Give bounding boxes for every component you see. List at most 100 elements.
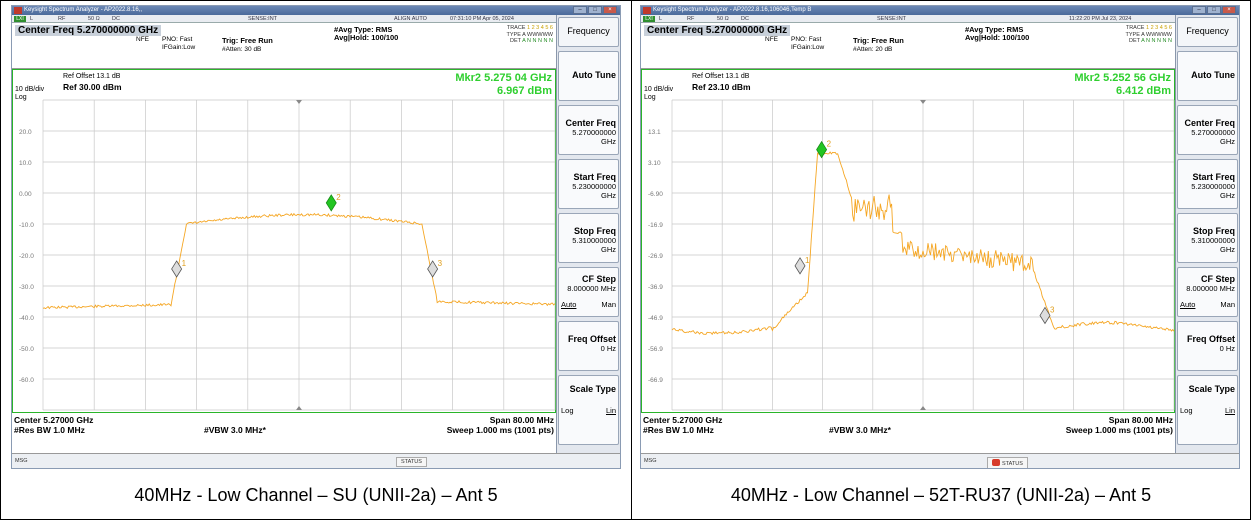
- app-icon: [643, 7, 651, 14]
- stop-freq-key-label: Stop Freq: [574, 226, 616, 236]
- auto-tune-button[interactable]: Auto Tune: [1177, 51, 1238, 101]
- freq-offset-button[interactable]: Freq Offset 0 Hz: [1177, 321, 1238, 371]
- start-freq-key-label: Start Freq: [573, 172, 616, 182]
- freq-offset-key-value: 0 Hz: [600, 344, 616, 353]
- window-buttons: – □ ×: [1192, 6, 1236, 14]
- status-l: L: [659, 16, 663, 22]
- status-button-label: STATUS: [1002, 461, 1023, 467]
- minimize-button[interactable]: –: [573, 6, 587, 14]
- status-dc: DC: [741, 16, 749, 22]
- y-tick-label: -20.0: [19, 253, 34, 260]
- marker-readout: Mkr2 5.252 56 GHz 6.412 dBm: [1074, 72, 1171, 98]
- msg-label: MSG: [15, 458, 28, 464]
- status-align: ALIGN AUTO: [394, 16, 427, 22]
- status-datetime: 11:22:20 PM Jul 23, 2024: [1069, 16, 1132, 22]
- y-tick-label: -46.9: [648, 315, 663, 322]
- app-icon: [14, 7, 22, 14]
- scale-lin[interactable]: Lin: [605, 406, 616, 415]
- status-button[interactable]: STATUS: [396, 457, 427, 467]
- cf-step-key-value: 8.000000 MHz: [1186, 284, 1235, 293]
- center-freq-readout[interactable]: Center Freq 5.270000000 GHz: [644, 25, 791, 36]
- scale-log[interactable]: Log: [1180, 406, 1193, 415]
- cf-step-button[interactable]: CF Step 8.000000 MHz Auto Man: [1177, 267, 1238, 317]
- plot-area[interactable]: 13.1 3.10 -6.90 -16.9 -26.9 -36.9 -46.9 -56.9 -6…: [641, 69, 1175, 413]
- msg-label: MSG: [644, 458, 657, 464]
- center-freq-key-value: 5.270000000 GHz: [1191, 128, 1235, 146]
- plot-area[interactable]: 20.0 10.0 0.00 -10.0 -20.0 -30.0 -40.0 -50.0 -60…: [12, 69, 556, 413]
- lxi-icon: LXI: [643, 16, 655, 22]
- rbw-label: #Res BW 1.0 MHz: [643, 425, 714, 435]
- scale-type-button[interactable]: Scale Type Log Lin: [558, 375, 619, 445]
- marker-1-label: 1: [182, 259, 187, 268]
- status-sense: SENSE:INT: [877, 16, 907, 22]
- type-values: A WWWWW: [522, 31, 553, 38]
- stop-freq-button[interactable]: Stop Freq 5.310000000 GHz: [1177, 213, 1238, 263]
- marker-2-icon: [325, 194, 337, 212]
- minimize-button[interactable]: –: [1192, 6, 1206, 14]
- cf-step-button[interactable]: CF Step 8.000000 MHz Auto Man: [558, 267, 619, 317]
- center-freq-readout[interactable]: Center Freq 5.270000000 GHz: [15, 25, 162, 36]
- marker-1-label: 1: [805, 256, 810, 265]
- ref-offset-label: Ref Offset 13.1 dB: [692, 73, 750, 80]
- maximize-button[interactable]: □: [1207, 6, 1221, 14]
- softkey-title: Frequency: [558, 17, 619, 47]
- trig-label: Trig: Free Run: [853, 36, 904, 45]
- message-bar: MSG STATUS: [641, 453, 1239, 468]
- cf-step-key-label: CF Step: [1200, 274, 1235, 284]
- scale-log[interactable]: Log: [561, 406, 574, 415]
- div-label: 10 dB/div: [644, 86, 674, 93]
- status-datetime: 07:31:10 PM Apr 05, 2024: [450, 16, 514, 22]
- maximize-button[interactable]: □: [588, 6, 602, 14]
- type-values: A WWWWW: [1141, 31, 1172, 38]
- close-button[interactable]: ×: [1222, 6, 1236, 14]
- window-buttons: – □ ×: [573, 6, 617, 14]
- marker-level: 6.412 dBm: [1115, 85, 1171, 97]
- auto-tune-button[interactable]: Auto Tune: [558, 51, 619, 101]
- avg-hold-label: Avg|Hold: 100/100: [965, 33, 1030, 42]
- trace-numbers: 1 2 3 4 5 6: [527, 25, 553, 31]
- rbw-label: #Res BW 1.0 MHz: [14, 425, 85, 435]
- y-tick-label: 10.0: [19, 160, 32, 167]
- spectrum-trace: [42, 212, 556, 310]
- cf-step-man[interactable]: Man: [601, 300, 616, 309]
- close-button[interactable]: ×: [603, 6, 617, 14]
- ifgain-label: IFGain:Low: [162, 44, 196, 51]
- det-label: DET: [1128, 38, 1140, 44]
- cf-step-auto[interactable]: Auto: [561, 300, 577, 309]
- scale-type-key-label: Scale Type: [1188, 384, 1235, 394]
- center-freq-button[interactable]: Center Freq 5.270000000 GHz: [558, 105, 619, 155]
- pno-label: PNO: Fast: [791, 36, 822, 43]
- status-button[interactable]: STATUS: [987, 457, 1028, 468]
- scale-lin[interactable]: Lin: [1224, 406, 1235, 415]
- status-rf: RF: [687, 16, 695, 22]
- freq-offset-button[interactable]: Freq Offset 0 Hz: [558, 321, 619, 371]
- cf-step-man[interactable]: Man: [1220, 300, 1235, 309]
- marker-1-icon: [171, 260, 183, 278]
- det-values: A N N N N N: [522, 38, 553, 44]
- y-tick-label: -26.9: [648, 253, 663, 260]
- spectrum-plot: 13.1 3.10 -6.90 -16.9 -26.9 -36.9 -46.9 -56.9 -6…: [648, 99, 1175, 411]
- stop-freq-button[interactable]: Stop Freq 5.310000000 GHz: [558, 213, 619, 263]
- marker-freq: Mkr2 5.252 56 GHz: [1074, 72, 1171, 84]
- center-freq-key-value: 5.270000000 GHz: [572, 128, 616, 146]
- marker-2-icon: [816, 140, 828, 159]
- cf-step-auto[interactable]: Auto: [1180, 300, 1196, 309]
- freq-offset-key-label: Freq Offset: [1186, 334, 1235, 344]
- center-freq-button[interactable]: Center Freq 5.270000000 GHz: [1177, 105, 1238, 155]
- marker-2-label: 2: [336, 193, 341, 202]
- scale-type-button[interactable]: Scale Type Log Lin: [1177, 375, 1238, 445]
- start-freq-key-label: Start Freq: [1192, 172, 1235, 182]
- softkey-panel: Frequency Auto Tune Center Freq 5.2700000…: [556, 15, 620, 453]
- y-tick-label: -36.9: [648, 284, 663, 291]
- start-freq-key-value: 5.230000000 GHz: [1191, 182, 1235, 200]
- start-freq-button[interactable]: Start Freq 5.230000000 GHz: [1177, 159, 1238, 209]
- nfe-label: NFE: [765, 36, 778, 43]
- figure-caption-left: 40MHz - Low Channel – SU (UNII-2a) – Ant…: [134, 485, 498, 505]
- status-imp: 50 Ω: [717, 16, 729, 22]
- center-tick-bottom: [920, 406, 926, 410]
- marker-3-label: 3: [438, 259, 443, 268]
- cf-step-key-label: CF Step: [581, 274, 616, 284]
- settings-header: Center Freq 5.270000000 GHz NFE PNO: Fas…: [12, 23, 556, 69]
- atten-label: #Atten: 30 dB: [222, 46, 262, 53]
- start-freq-button[interactable]: Start Freq 5.230000000 GHz: [558, 159, 619, 209]
